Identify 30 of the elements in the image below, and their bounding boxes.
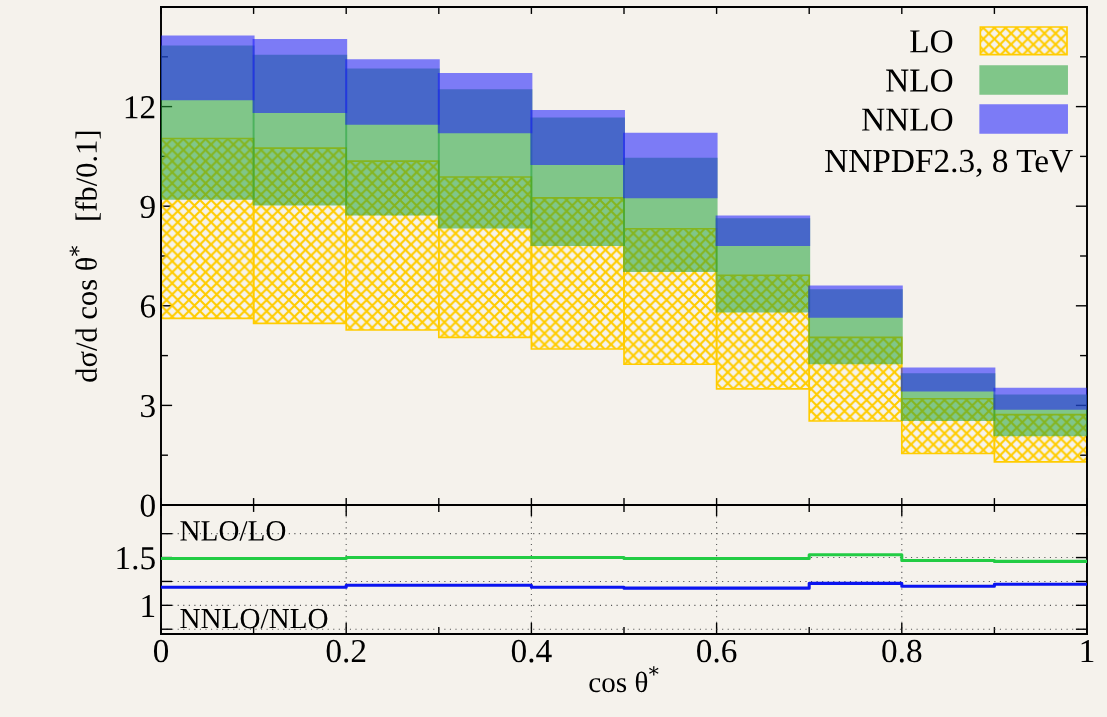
bar [345, 59, 440, 125]
y-tick-label: 9 [140, 195, 155, 219]
bar [437, 73, 533, 134]
y-tick-label: 3 [141, 394, 155, 418]
x-tick-label: 0.4 [511, 639, 552, 663]
bar [808, 285, 903, 318]
legend-label: LO [910, 30, 953, 53]
legend-label: NNLO [862, 108, 953, 131]
annotation: NNPDF2.3, 8 TeV [825, 149, 1073, 178]
x-tick-label: 0.2 [326, 639, 366, 663]
y-tick-label: 1 [142, 594, 155, 617]
bar [900, 367, 996, 392]
bar [993, 387, 1087, 410]
bar [715, 215, 811, 247]
x-tick-label: 0.8 [882, 639, 922, 663]
y-tick-label: 1.5 [117, 547, 155, 570]
x-tick-label: 0.6 [697, 639, 737, 663]
bar [252, 38, 348, 113]
y-tick-label: 0 [140, 494, 155, 517]
bar [161, 35, 255, 101]
y-tick-label: 6 [140, 295, 156, 318]
x-tick-label: 1 [1081, 639, 1094, 662]
text: dσ/d cos θ$^{*}$ [fb/0.1] [69, 131, 101, 382]
legend-label: NLO [886, 69, 953, 92]
bar [623, 132, 718, 199]
x-axis-title: cos θ$^{*}$ [589, 666, 659, 693]
series-label: NLO/LO [180, 521, 286, 541]
bar [530, 109, 625, 166]
series-label: NNLO/NLO [180, 608, 328, 629]
y-tick-label: 12 [125, 96, 155, 119]
